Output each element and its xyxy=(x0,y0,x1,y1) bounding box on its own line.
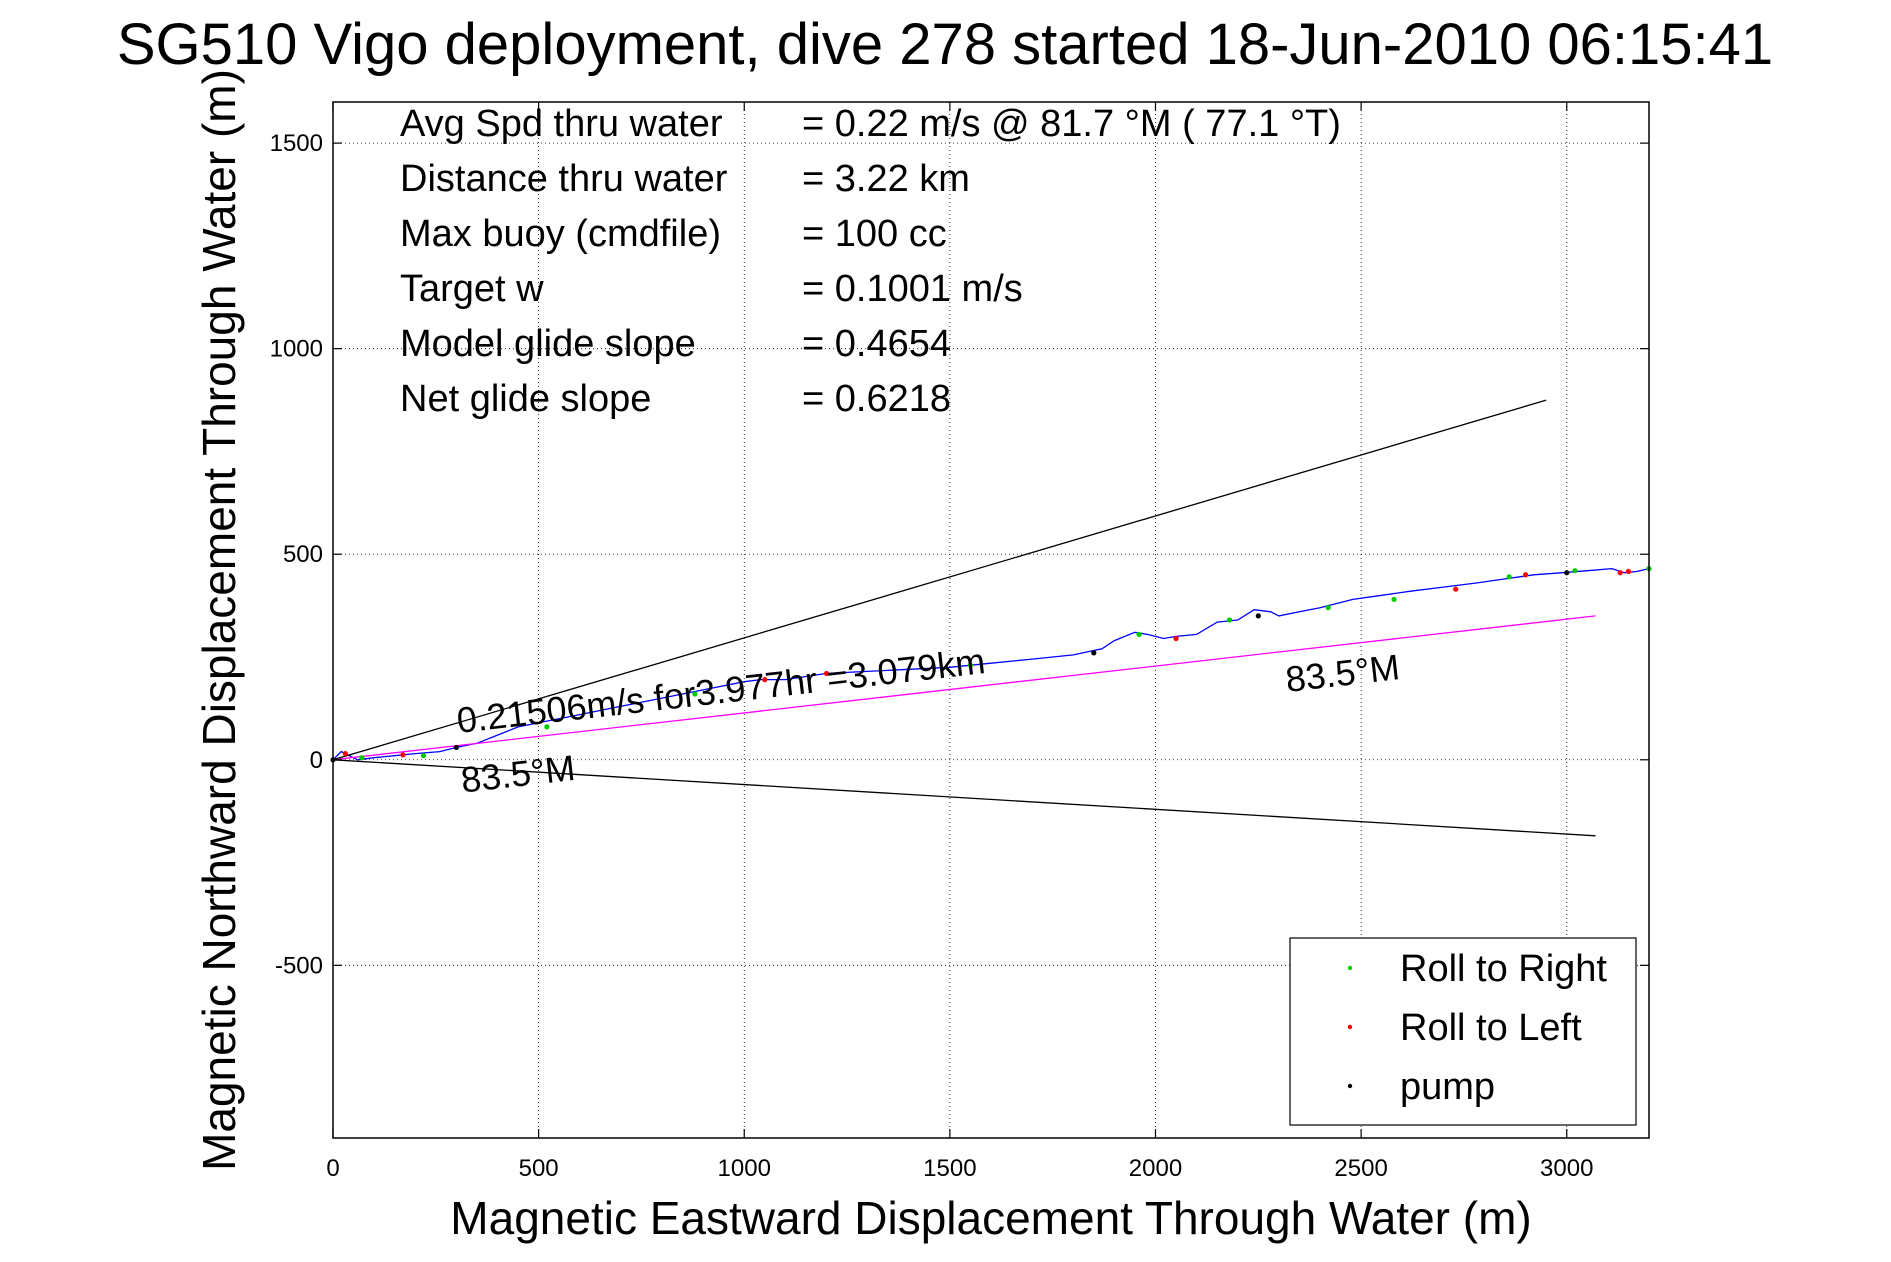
roll-to-right-point xyxy=(1506,574,1512,580)
stat-value: = 0.6218 xyxy=(802,378,951,420)
legend-items: Roll to Right Roll to Left pump xyxy=(1347,948,1607,1108)
stat-label: Net glide slope xyxy=(400,378,651,420)
stat-label: Target w xyxy=(400,268,544,310)
roll-to-left-point xyxy=(400,752,406,758)
pump-point xyxy=(453,744,459,751)
x-axis-label: Magnetic Eastward Displacement Through W… xyxy=(450,1192,1531,1244)
roll-to-right-point xyxy=(967,662,974,668)
x-tick-label: 500 xyxy=(519,1155,559,1182)
stat-label: Model glide slope xyxy=(400,323,696,365)
roll-to-left-point xyxy=(1523,572,1529,578)
stat-label: Distance thru water xyxy=(400,158,728,200)
roll-to-left-point xyxy=(823,670,830,677)
heading-limit-lower-line xyxy=(332,759,1596,837)
stat-value: = 100 cc xyxy=(802,213,947,255)
legend-label: Roll to Left xyxy=(1400,1007,1582,1049)
roll-to-right-point xyxy=(420,753,427,759)
axis-ticks: 0 500 1000 1500 2000 2500 3000 -500 0 500 1000 1500 xyxy=(270,102,1649,1182)
x-tick-label: 0 xyxy=(326,1155,339,1182)
x-tick-label: 1500 xyxy=(923,1155,976,1182)
stat-value: = 0.22 m/s @ 81.7 °M ( 77.1 °T) xyxy=(802,103,1341,145)
roll-to-right-point xyxy=(1572,568,1578,574)
current-direction-line xyxy=(332,615,1596,761)
roll-to-right-point xyxy=(692,691,698,697)
roll-to-left-point xyxy=(1617,570,1623,576)
roll-to-right-point xyxy=(359,755,365,761)
heading-limit-upper-line xyxy=(332,399,1547,761)
roll-to-left-point xyxy=(1173,635,1179,642)
legend-marker xyxy=(1347,965,1353,971)
roll-to-right-point xyxy=(544,724,550,730)
y-tick-label: 500 xyxy=(283,541,323,568)
legend-marker xyxy=(1347,1024,1353,1030)
roll-to-right-point xyxy=(1325,605,1331,611)
pump-point xyxy=(1091,650,1097,656)
plot-frame xyxy=(332,101,1650,1139)
roll-to-left-point xyxy=(1453,586,1459,592)
stat-value: = 0.4654 xyxy=(802,323,951,365)
x-tick-label: 1000 xyxy=(718,1155,771,1182)
y-axis-label: Magnetic Northward Displacement Through … xyxy=(193,69,245,1171)
roll-to-right-point xyxy=(1136,631,1142,637)
roll-to-right-point xyxy=(1226,617,1233,623)
y-tick-label: 1500 xyxy=(270,130,323,157)
y-tick-label: 1000 xyxy=(270,336,323,363)
roll-to-right-point xyxy=(1391,596,1397,603)
x-tick-label: 3000 xyxy=(1540,1155,1593,1182)
stat-value: = 0.1001 m/s xyxy=(802,268,1023,310)
legend: Roll to Right Roll to Left pump xyxy=(1289,937,1637,1126)
x-tick-label: 2500 xyxy=(1334,1155,1387,1182)
roll-to-left-point xyxy=(762,677,768,683)
pump-point xyxy=(1255,613,1261,619)
stat-label: Avg Spd thru water xyxy=(400,103,723,145)
series-layer xyxy=(330,399,1652,837)
stat-value: = 3.22 km xyxy=(802,158,970,200)
legend-label: Roll to Right xyxy=(1400,948,1607,990)
legend-marker xyxy=(1347,1083,1353,1089)
y-tick-label: -500 xyxy=(275,952,323,979)
y-tick-label: 0 xyxy=(310,747,323,774)
legend-box xyxy=(1289,937,1637,1126)
pump-point xyxy=(1564,570,1570,576)
stat-label: Max buoy (cmdfile) xyxy=(400,213,721,255)
roll-to-left-point xyxy=(342,751,348,757)
roll-to-left-point xyxy=(1625,568,1632,575)
x-tick-label: 2000 xyxy=(1129,1155,1182,1182)
legend-label: pump xyxy=(1400,1066,1495,1108)
stats-block: Avg Spd thru water = 0.22 m/s @ 81.7 °M (… xyxy=(400,103,1341,420)
chart-title: SG510 Vigo deployment, dive 278 started … xyxy=(117,12,1773,77)
